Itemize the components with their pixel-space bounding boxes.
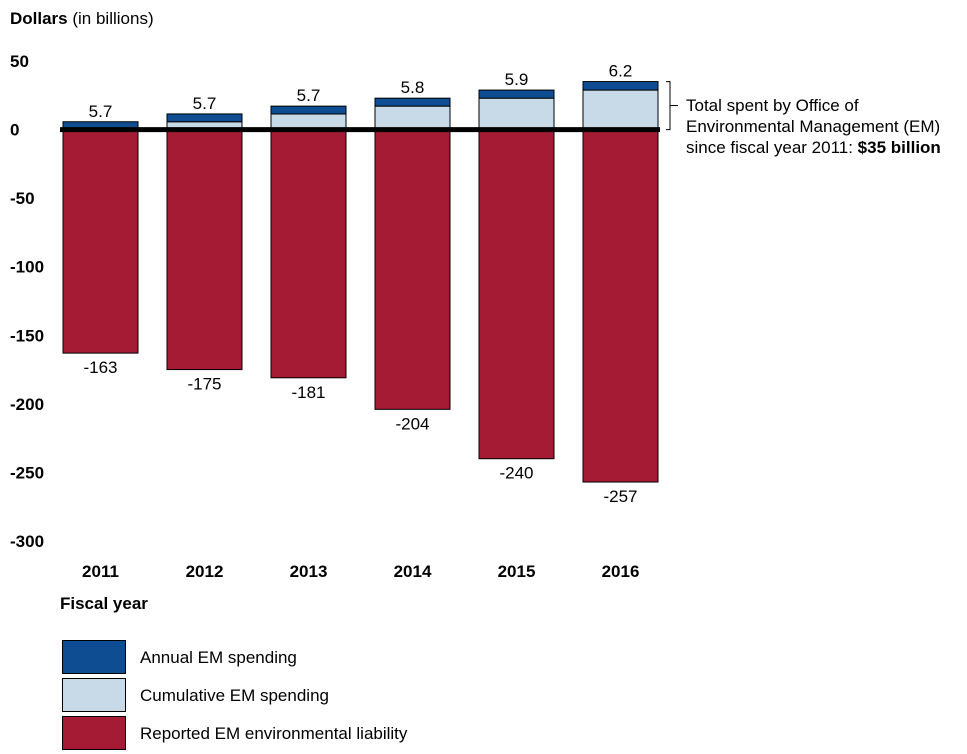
- y-tick-label: 0: [10, 121, 19, 140]
- liability-value-label: -163: [83, 358, 117, 377]
- y-axis-label-bold: Dollars: [10, 9, 68, 28]
- x-tick-label: 2011: [82, 562, 119, 581]
- annotation-total-value: $35 billion: [857, 138, 941, 157]
- liability-value-label: -240: [499, 464, 533, 483]
- y-tick-label: -250: [10, 463, 44, 482]
- liability-bar: [374, 129, 451, 410]
- x-axis-label: Fiscal year: [60, 594, 148, 613]
- annotation-line-3-text: since fiscal year 2011:: [686, 138, 858, 157]
- annual-bar: [478, 89, 555, 99]
- y-tick-label: -300: [10, 532, 44, 551]
- liability-bar: [478, 129, 555, 460]
- liability-bar: [166, 129, 243, 371]
- annotation-line-1: Total spent by Office of: [686, 96, 859, 115]
- annual-value-label: 5.9: [505, 70, 529, 89]
- liability-value-label: -181: [291, 383, 325, 402]
- total-annotation: Total spent by Office of Environmental M…: [686, 95, 941, 158]
- x-tick-label: 2015: [498, 562, 536, 581]
- liability-bar: [582, 129, 659, 483]
- y-tick-label: -150: [10, 326, 44, 345]
- annual-bar: [270, 105, 347, 115]
- annual-value-label: 5.7: [193, 94, 217, 113]
- annual-bar: [374, 97, 451, 107]
- annual-value-label: 5.8: [401, 78, 425, 97]
- liability-bar: [62, 129, 139, 354]
- chart-canvas: 50 0 -50 -100 -150 -200 -250 -300 5.7 -163 2011 5.7…: [10, 52, 678, 581]
- legend-label-annual: Annual EM spending: [140, 648, 297, 667]
- legend-swatch-cumulative: [62, 678, 126, 712]
- x-tick-label: 2013: [290, 562, 328, 581]
- y-tick-label: -200: [10, 395, 44, 414]
- annual-value-label: 5.7: [89, 102, 113, 121]
- legend-label-liability: Reported EM environmental liability: [140, 724, 408, 743]
- y-tick-label: -100: [10, 258, 44, 277]
- liability-value-label: -175: [187, 375, 221, 394]
- y-tick-label: 50: [10, 52, 29, 71]
- y-tick-label: -50: [10, 189, 35, 208]
- x-tick-label: 2016: [602, 562, 640, 581]
- legend-swatch-annual: [62, 640, 126, 674]
- annual-bar: [166, 113, 243, 123]
- annotation-line-3: since fiscal year 2011: $35 billion: [686, 137, 941, 158]
- x-tick-label: 2014: [394, 562, 432, 581]
- cumulative-bar: [374, 105, 451, 131]
- annual-bar: [582, 81, 659, 91]
- x-tick-label: 2012: [186, 562, 224, 581]
- annual-value-label: 6.2: [609, 62, 633, 81]
- cumulative-bar: [478, 97, 555, 131]
- legend-swatch-liability: [62, 716, 126, 750]
- liability-value-label: -204: [395, 414, 429, 433]
- annotation-line-2: Environmental Management (EM): [686, 117, 941, 136]
- y-axis-label-units: (in billions): [67, 9, 154, 28]
- cumulative-bar: [582, 89, 659, 131]
- liability-bar: [270, 129, 347, 379]
- annual-value-label: 5.7: [297, 86, 321, 105]
- liability-value-label: -257: [603, 487, 637, 506]
- y-axis-label: Dollars (in billions): [10, 9, 154, 29]
- annotation-bracket: [666, 81, 671, 131]
- legend-label-cumulative: Cumulative EM spending: [140, 686, 329, 705]
